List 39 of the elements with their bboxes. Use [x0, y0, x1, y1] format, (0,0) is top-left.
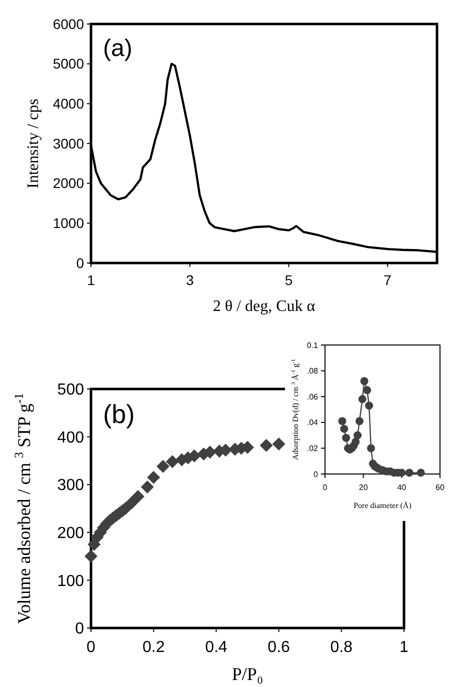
x-axis-title: Pore diameter (Å)	[354, 501, 412, 510]
y-tick-label: 400	[57, 429, 84, 446]
x-axis-title: P/P₀	[232, 664, 264, 684]
y-tick-label: 0.1	[306, 340, 319, 350]
x-axis-title: 2 θ / deg, Cuk α	[212, 298, 316, 315]
x-tick-label: 40	[397, 483, 407, 492]
x-tick-label: 1	[400, 639, 409, 656]
y-tick-label: 0	[76, 254, 84, 271]
x-tick-label: 0.2	[142, 639, 165, 656]
y-tick-label: 0	[314, 470, 319, 479]
x-tick-label: 60	[436, 483, 445, 492]
x-tick-label: 20	[358, 483, 368, 492]
x-tick-label: 0.4	[205, 639, 228, 656]
y-axis-title: Intensity / cps	[25, 98, 42, 188]
y-tick-label: 1000	[52, 215, 84, 232]
y-tick-label: 3000	[52, 135, 84, 152]
y-tick-label: 6000	[52, 16, 84, 32]
y-tick-label: 100	[57, 572, 84, 590]
y-tick-label: .06	[306, 392, 319, 402]
annotation: (b)	[103, 399, 135, 429]
y-tick-label: 200	[57, 525, 84, 542]
x-tick-label: 0	[322, 483, 328, 492]
y-tick-label: 300	[57, 477, 84, 494]
x-tick-label: 1	[87, 272, 96, 288]
x-tick-label: 0.6	[268, 639, 290, 656]
x-tick-label: 0.8	[330, 639, 353, 656]
y-tick-label: 0	[75, 620, 84, 638]
y-tick-label: .04	[306, 418, 319, 428]
y-tick-label: 5000	[52, 56, 84, 72]
y-tick-label: 2000	[52, 175, 84, 192]
x-tick-label: 3	[186, 272, 194, 288]
annotation: (a)	[103, 35, 132, 62]
x-tick-label: 0	[86, 639, 96, 656]
y-tick-label: .08	[306, 366, 319, 376]
y-tick-label: 500	[57, 382, 84, 399]
y-tick-label: 4000	[52, 96, 84, 112]
y-tick-label: .02	[306, 444, 319, 453]
x-tick-label: 5	[284, 272, 293, 288]
x-tick-label: 7	[384, 272, 392, 288]
